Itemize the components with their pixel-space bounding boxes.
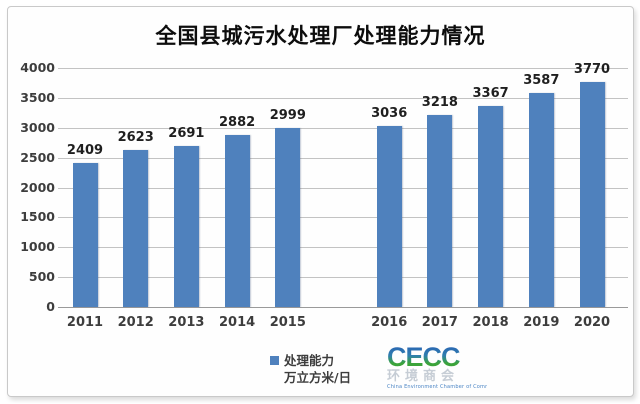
legend-marker-swatch xyxy=(270,356,279,365)
bar-value-2012: 2623 xyxy=(117,130,154,146)
bar-value-2020: 3770 xyxy=(573,61,611,77)
chart-title: 全国县城污水处理厂处理能力情况 xyxy=(155,24,486,48)
gridline-2000 xyxy=(58,187,628,189)
legend: 处理能力 万立方米/日 xyxy=(270,352,351,386)
y-tick-3500: 3500 xyxy=(20,89,55,105)
gridline-4000 xyxy=(58,68,628,69)
bar-2014 xyxy=(224,134,250,307)
y-tick-3000: 3000 xyxy=(20,119,55,135)
bar-2011 xyxy=(72,163,98,307)
gridline-3500 xyxy=(58,97,628,99)
y-tick-4000: 4000 xyxy=(20,60,55,75)
cecc-logo-subtitle: 环境商会 xyxy=(387,369,460,384)
x-tick-2013: 2013 xyxy=(168,315,205,330)
bar-value-2011: 2409 xyxy=(66,143,104,159)
x-tick-2011: 2011 xyxy=(66,315,104,330)
bar-value-2016: 3036 xyxy=(371,105,408,121)
y-tick-2500: 2500 xyxy=(20,149,55,165)
plot-area: 2409 2623 2691 2882 2999 3036 3218 3367 3587 3770 xyxy=(58,62,628,308)
y-axis-labels: 0 500 1000 1500 2000 2500 3000 3500 4000 xyxy=(8,60,55,314)
bar-2017 xyxy=(427,114,453,307)
y-tick-500: 500 xyxy=(28,269,55,285)
x-tick-2020: 2020 xyxy=(573,315,611,330)
bar-2013 xyxy=(173,146,199,307)
gridline-3000 xyxy=(58,127,628,129)
legend-unit-label: 万立方米/日 xyxy=(284,370,352,385)
x-tick-2014: 2014 xyxy=(219,315,256,330)
x-tick-2012: 2012 xyxy=(117,315,154,330)
bar-value-2017: 3218 xyxy=(421,94,458,110)
bar-value-2014: 2882 xyxy=(219,114,256,130)
gridline-1000 xyxy=(58,247,628,249)
chart-panel: 全国县城污水处理厂处理能力情况 0 500 1000 1500 2000 2500 3000… xyxy=(7,6,634,397)
bar-2019 xyxy=(528,92,554,307)
bar-2015 xyxy=(275,127,301,307)
y-tick-0: 0 xyxy=(46,299,55,314)
gridline-2500 xyxy=(58,157,628,159)
x-axis-line xyxy=(58,307,628,308)
cecc-logo-text: CECC xyxy=(387,344,487,371)
y-tick-1000: 1000 xyxy=(20,239,55,255)
bar-2018 xyxy=(478,105,504,307)
bar-2012 xyxy=(123,150,149,307)
bar-2016 xyxy=(376,125,402,307)
x-tick-2015: 2015 xyxy=(269,315,306,330)
bar-value-2018: 3367 xyxy=(472,85,509,101)
y-tick-1500: 1500 xyxy=(20,209,55,225)
x-tick-2016: 2016 xyxy=(371,315,408,330)
legend-series-label: 处理能力 xyxy=(284,353,335,368)
bar-value-2015: 2999 xyxy=(269,107,306,123)
bar-value-2019: 3587 xyxy=(523,72,560,88)
cecc-logo-tagline: China Environment Chamber of Commerce xyxy=(387,384,487,390)
gridline-1500 xyxy=(58,217,628,219)
bar-2020 xyxy=(579,81,605,307)
x-axis-labels: 2011 2012 2013 2014 2015 2016 2017 2018 2019 2020 xyxy=(58,315,628,333)
x-tick-2018: 2018 xyxy=(472,315,509,330)
bar-value-2013: 2691 xyxy=(168,126,205,142)
x-tick-2017: 2017 xyxy=(421,315,458,330)
gridline-500 xyxy=(58,277,628,279)
y-tick-2000: 2000 xyxy=(20,179,55,195)
x-tick-2019: 2019 xyxy=(523,315,560,330)
cecc-logo: CECC 环境商会 China Environment Chamber of C… xyxy=(387,344,487,391)
